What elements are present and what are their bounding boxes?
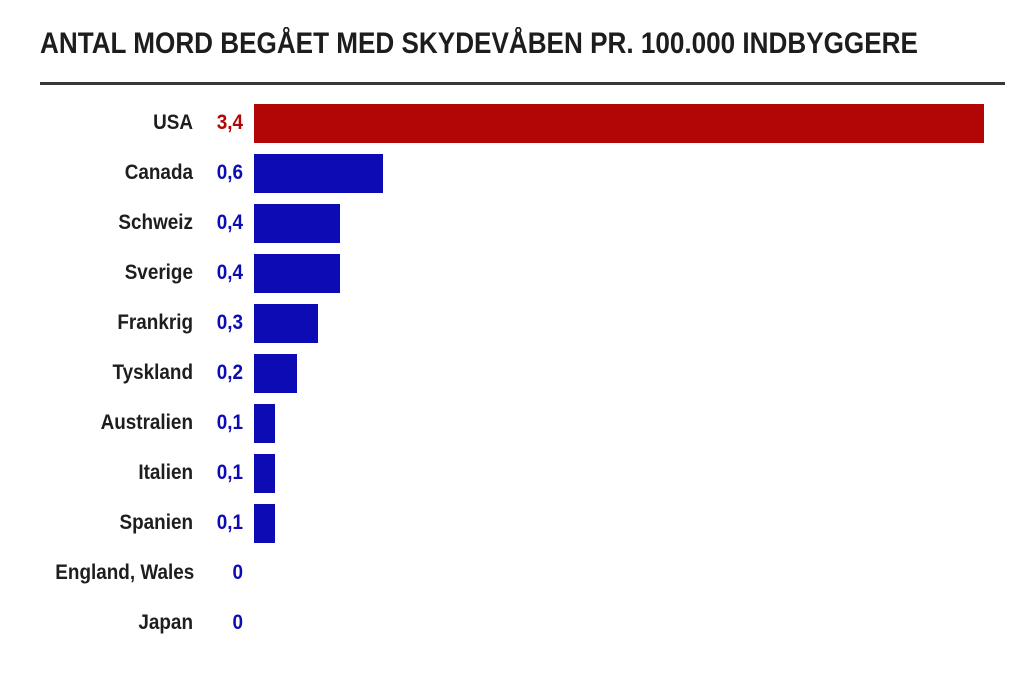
chart-row: Schweiz 0,4 (40, 198, 1024, 248)
title-divider (40, 82, 1005, 85)
chart-row: Spanien 0,1 (40, 498, 1024, 548)
bar (254, 103, 984, 143)
value-label: 0,1 (216, 411, 243, 434)
category-label: Schweiz (118, 211, 193, 234)
chart-row: Japan 0 (40, 598, 1024, 648)
bar-track (243, 398, 1024, 448)
value-label: 0,2 (216, 361, 243, 384)
bar-track (243, 198, 1024, 248)
chart-row: Tyskland 0,2 (40, 348, 1024, 398)
category-label: Italien (138, 461, 193, 484)
category-label: Canada (124, 161, 193, 184)
category-label: USA (153, 111, 193, 134)
value-label: 0,6 (216, 161, 243, 184)
bar-track (243, 98, 1024, 148)
category-label: Frankrig (117, 311, 193, 334)
category-label: Tyskland (112, 361, 193, 384)
bar-track (243, 548, 1024, 598)
value-label: 0 (232, 611, 243, 634)
value-label: 0,4 (216, 261, 243, 284)
chart-row: Frankrig 0,3 (40, 298, 1024, 348)
value-label: 0,1 (216, 511, 243, 534)
category-label: Spanien (119, 511, 193, 534)
bar-track (243, 298, 1024, 348)
bar-track (243, 448, 1024, 498)
chart-row: England, Wales 0 (40, 548, 1024, 598)
bar (254, 403, 275, 443)
category-label: Australien (100, 411, 193, 434)
bar (254, 253, 340, 293)
bar-track (243, 598, 1024, 648)
value-label: 0 (232, 561, 243, 584)
bar-track (243, 248, 1024, 298)
chart-title: ANTAL MORD BEGÅET MED SKYDEVÅBEN PR. 100… (40, 27, 918, 60)
value-label: 3,4 (216, 111, 243, 134)
category-label: Sverige (124, 261, 193, 284)
chart-row: USA 3,4 (40, 98, 1024, 148)
bar-track (243, 348, 1024, 398)
value-label: 0,3 (216, 311, 243, 334)
category-label: England, Wales (55, 561, 195, 584)
bar-track (243, 148, 1024, 198)
chart-row: Italien 0,1 (40, 448, 1024, 498)
bar (254, 353, 297, 393)
category-label: Japan (138, 611, 193, 634)
bar (254, 203, 340, 243)
bar-track (243, 498, 1024, 548)
bar (254, 453, 275, 493)
chart-row: Australien 0,1 (40, 398, 1024, 448)
bar (254, 503, 275, 543)
chart-row: Sverige 0,4 (40, 248, 1024, 298)
value-label: 0,1 (216, 461, 243, 484)
bar-chart: USA 3,4 Canada 0,6 Schweiz 0,4 Sverige 0… (40, 98, 1024, 648)
chart-row: Canada 0,6 (40, 148, 1024, 198)
bar (254, 303, 318, 343)
bar (254, 153, 383, 193)
value-label: 0,4 (216, 211, 243, 234)
